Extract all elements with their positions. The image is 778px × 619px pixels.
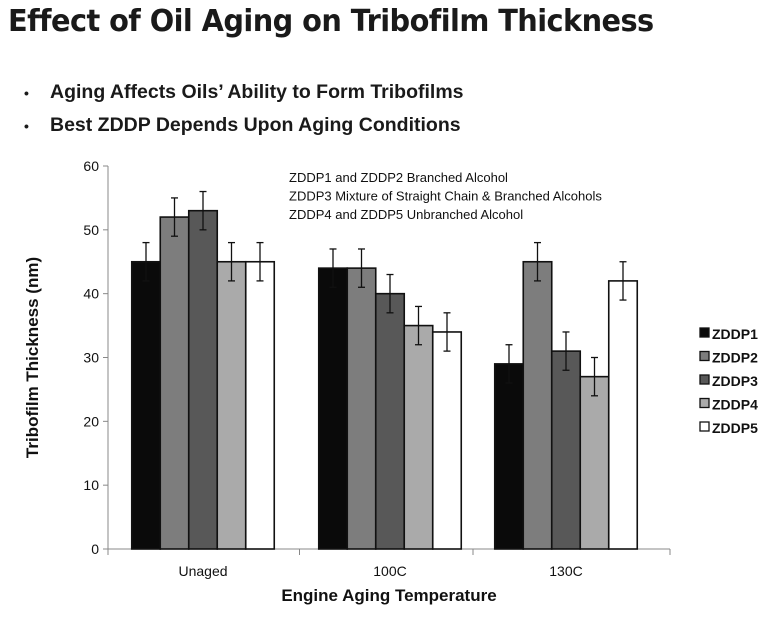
bar (346, 267, 377, 550)
legend-swatch (699, 421, 710, 432)
bullet-item: • Best ZDDP Depends Upon Aging Condition… (24, 109, 464, 142)
legend-swatch (699, 374, 710, 385)
y-tick-label: 20 (83, 413, 99, 429)
bullet-text: Aging Affects Oils’ Ability to Form Trib… (50, 81, 464, 103)
y-tick-label: 10 (83, 477, 99, 493)
bar (159, 216, 190, 550)
bar (403, 324, 434, 550)
legend-label: ZDDP1 (712, 326, 758, 342)
bar (607, 280, 639, 550)
slide-title: Effect of Oil Aging on Tribofilm Thickne… (8, 4, 654, 39)
y-axis-title: Tribofilm Thickness (nm) (23, 257, 42, 458)
chart-annotation: ZDDP4 and ZDDP5 Unbranched Alcohol (289, 207, 523, 222)
x-axis-title: Engine Aging Temperature (281, 586, 496, 605)
x-tick-label: Unaged (178, 563, 227, 579)
bar (317, 267, 349, 550)
bar (550, 350, 582, 550)
chart-annotation: ZDDP3 Mixture of Straight Chain & Branch… (289, 189, 602, 204)
bar (522, 260, 553, 550)
x-tick-label: 100C (373, 563, 406, 579)
legend-label: ZDDP5 (712, 420, 758, 436)
legend-label: ZDDP4 (712, 397, 758, 413)
chart-annotation: ZDDP1 and ZDDP2 Branched Alcohol (289, 170, 508, 185)
bar (244, 260, 276, 550)
y-tick-label: 50 (83, 222, 99, 238)
legend-label: ZDDP2 (712, 350, 758, 366)
legend-swatch (699, 350, 710, 362)
bullet-icon: • (24, 117, 29, 134)
y-tick-label: 0 (91, 541, 99, 557)
legend-swatch (699, 397, 710, 409)
x-tick-label: 130C (549, 563, 582, 579)
bar (187, 209, 219, 550)
bullet-icon: • (24, 84, 29, 101)
y-tick-label: 60 (83, 158, 99, 174)
bar (431, 331, 463, 550)
bar (374, 292, 406, 550)
y-tick-label: 30 (83, 350, 99, 366)
legend-label: ZDDP3 (712, 373, 758, 389)
legend-swatch (699, 327, 710, 338)
bullet-item: • Aging Affects Oils’ Ability to Form Tr… (24, 76, 464, 109)
bullet-text: Best ZDDP Depends Upon Aging Conditions (50, 114, 461, 136)
bar (493, 363, 525, 550)
bar (130, 260, 162, 550)
y-tick-label: 40 (83, 286, 99, 302)
bar (216, 260, 247, 550)
bar (579, 375, 610, 550)
bullet-list: • Aging Affects Oils’ Ability to Form Tr… (24, 76, 464, 142)
